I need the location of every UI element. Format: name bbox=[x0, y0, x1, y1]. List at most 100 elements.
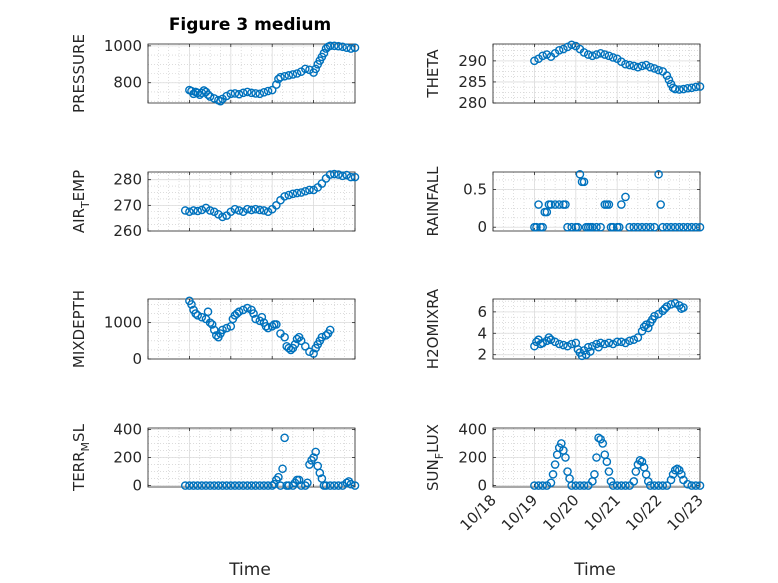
data-point bbox=[585, 347, 595, 356]
data-point bbox=[588, 341, 597, 351]
data-point bbox=[292, 69, 302, 78]
data-point bbox=[662, 481, 672, 490]
data-point bbox=[590, 470, 599, 479]
data-point bbox=[608, 53, 618, 62]
data-point bbox=[311, 64, 320, 74]
data-point bbox=[267, 481, 277, 490]
data-point bbox=[238, 88, 248, 98]
data-point bbox=[230, 89, 240, 98]
data-point bbox=[550, 460, 560, 469]
data-point bbox=[579, 481, 589, 490]
axes-box bbox=[147, 298, 356, 360]
data-point bbox=[654, 481, 663, 490]
data-point bbox=[563, 42, 572, 52]
data-point bbox=[329, 41, 339, 51]
data-point bbox=[272, 320, 281, 329]
data-point bbox=[329, 481, 339, 490]
data-point bbox=[575, 481, 585, 490]
y-tick-label: 0 bbox=[132, 350, 142, 368]
y-axis-label-main: AIR bbox=[70, 208, 88, 233]
data-point bbox=[650, 311, 659, 321]
data-point bbox=[201, 481, 211, 490]
data-point bbox=[592, 222, 601, 232]
figure-title: Figure 3 medium bbox=[169, 15, 331, 35]
data-point bbox=[672, 464, 682, 474]
data-point bbox=[633, 333, 643, 342]
data-point bbox=[675, 465, 684, 475]
data-point bbox=[617, 481, 626, 490]
data-point bbox=[342, 478, 352, 488]
data-point bbox=[251, 481, 260, 490]
data-point bbox=[288, 70, 298, 79]
data-point bbox=[542, 207, 552, 217]
data-point bbox=[222, 481, 231, 490]
data-point bbox=[296, 188, 306, 197]
y-tick-label: 1000 bbox=[104, 314, 142, 332]
data-point bbox=[691, 82, 701, 92]
y-axis-label: TERRMSL bbox=[70, 423, 92, 492]
data-point bbox=[567, 222, 576, 232]
data-point bbox=[583, 50, 593, 59]
data-point bbox=[637, 61, 647, 71]
data-point bbox=[218, 325, 227, 335]
data-point bbox=[280, 192, 289, 201]
data-point bbox=[269, 479, 279, 489]
data-point bbox=[583, 342, 593, 352]
data-point bbox=[350, 172, 360, 182]
data-point bbox=[350, 481, 360, 490]
panel-air_temp: 260 270 280 AIRTEMP bbox=[70, 169, 360, 240]
data-point bbox=[683, 479, 692, 489]
data-point bbox=[592, 50, 601, 59]
data-point bbox=[559, 44, 568, 54]
data-point bbox=[205, 92, 215, 101]
data-point bbox=[197, 481, 207, 490]
data-point bbox=[294, 475, 304, 485]
y-axis-label: AIRTEMP bbox=[70, 170, 92, 233]
data-point bbox=[670, 298, 680, 308]
data-point bbox=[338, 42, 347, 52]
data-point bbox=[670, 84, 680, 94]
data-point bbox=[596, 222, 605, 232]
data-point bbox=[633, 62, 643, 72]
data-point bbox=[538, 222, 547, 232]
data-point bbox=[315, 468, 325, 478]
data-point bbox=[272, 80, 281, 89]
x-axis-label-right: Time bbox=[573, 560, 616, 580]
data-point bbox=[538, 338, 547, 348]
data-point bbox=[334, 170, 343, 179]
data-point bbox=[614, 222, 624, 232]
y-axis-label-main: THETA bbox=[424, 49, 442, 99]
data-point bbox=[305, 460, 314, 469]
data-point bbox=[538, 481, 547, 490]
data-point bbox=[687, 83, 697, 93]
y-axis-label-main: H2OMIXRA bbox=[424, 288, 442, 369]
data-point bbox=[238, 481, 248, 490]
data-point bbox=[608, 222, 618, 232]
data-point bbox=[646, 62, 655, 72]
data-point bbox=[218, 481, 227, 490]
data-point bbox=[205, 318, 215, 327]
data-point bbox=[635, 456, 645, 465]
data-point bbox=[621, 192, 630, 202]
data-point bbox=[325, 481, 335, 490]
panel-mixdepth: 0 1000 MIXDEPTH bbox=[70, 290, 356, 368]
data-point bbox=[677, 470, 686, 479]
data-point bbox=[625, 60, 634, 70]
data-point bbox=[317, 332, 327, 342]
data-point bbox=[247, 88, 256, 98]
data-point bbox=[691, 481, 701, 490]
data-point bbox=[534, 200, 543, 209]
data-point bbox=[280, 71, 289, 81]
data-point bbox=[205, 481, 215, 490]
data-point bbox=[207, 320, 217, 329]
data-point bbox=[629, 61, 639, 71]
data-point bbox=[670, 222, 680, 232]
data-point bbox=[243, 481, 252, 490]
data-point bbox=[666, 300, 676, 309]
axes-box bbox=[492, 43, 701, 104]
data-point bbox=[629, 477, 639, 486]
data-point bbox=[334, 481, 343, 490]
y-axis-label: RAINFALL bbox=[424, 166, 442, 237]
data-point bbox=[625, 336, 634, 346]
